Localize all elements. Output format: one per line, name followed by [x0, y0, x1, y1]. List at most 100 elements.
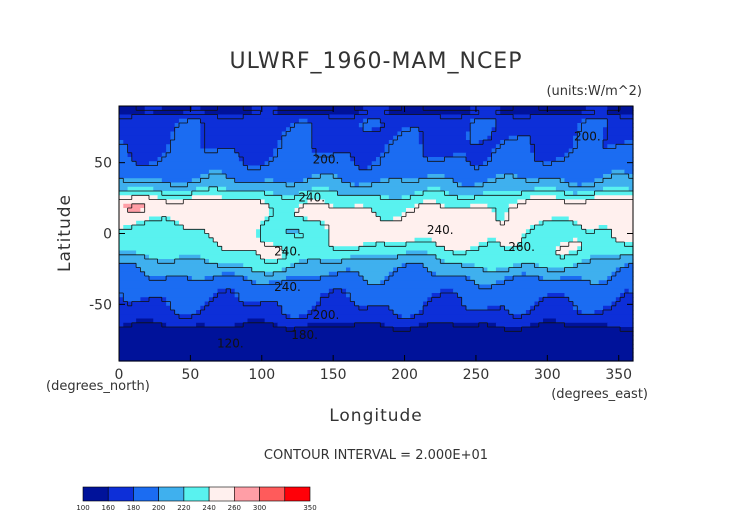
field-cell — [423, 301, 463, 307]
field-cell — [620, 293, 634, 298]
field-cell — [119, 250, 137, 256]
field-cell — [264, 216, 309, 222]
field-cell — [371, 161, 471, 167]
field-cell — [333, 203, 356, 209]
field-cell — [328, 237, 416, 243]
field-cell — [573, 135, 604, 141]
field-cell — [234, 322, 279, 328]
x-tick-label: 300 — [534, 367, 561, 383]
field-cell — [384, 322, 420, 328]
field-cell — [564, 293, 621, 298]
field-cell — [611, 169, 626, 175]
contour-line-200 — [119, 173, 633, 290]
field-cell — [543, 276, 561, 281]
field-cell — [495, 322, 531, 328]
field-cell — [461, 301, 536, 307]
field-cell — [397, 131, 420, 137]
field-cell — [607, 118, 634, 124]
field-cell — [521, 237, 574, 243]
field-cell — [208, 169, 223, 175]
field-cell — [573, 301, 613, 307]
field-cell — [268, 157, 351, 162]
field-cell — [170, 140, 201, 145]
field-cell — [119, 293, 214, 298]
field-cell — [234, 293, 321, 298]
field-cell — [178, 118, 201, 124]
field-cell — [127, 148, 167, 154]
field-cell — [298, 118, 309, 124]
field-cell — [166, 301, 206, 307]
field-cell — [363, 106, 390, 111]
field-cell — [178, 220, 261, 226]
field-cell — [388, 195, 403, 201]
field-cell — [200, 135, 283, 141]
field-cell — [376, 212, 403, 218]
field-cell — [226, 174, 313, 179]
field-cell — [200, 140, 279, 145]
field-cell — [191, 106, 201, 111]
field-cell — [560, 276, 583, 281]
field-cell — [298, 191, 339, 196]
field-cell — [290, 314, 300, 320]
field-cell — [119, 195, 159, 201]
field-cell — [517, 174, 604, 179]
field-cell — [119, 208, 129, 213]
units-note: (units:W/m^2) — [546, 84, 642, 99]
field-cell — [119, 322, 124, 328]
field-cell — [453, 178, 488, 184]
field-cell — [525, 271, 613, 277]
colorbar-swatch — [82, 486, 109, 502]
field-cell — [435, 242, 480, 247]
field-cell — [470, 276, 506, 281]
field-cell — [324, 225, 531, 230]
colorbar-swatch — [183, 486, 210, 502]
field-cell — [581, 310, 596, 315]
field-cell — [577, 237, 617, 243]
field-cell — [328, 233, 523, 239]
field-cell — [277, 301, 317, 307]
field-cell — [517, 199, 634, 205]
field-cell — [268, 280, 369, 286]
field-cell — [470, 123, 497, 128]
field-cell — [119, 263, 137, 269]
field-cell — [140, 297, 167, 303]
field-cell — [273, 191, 300, 196]
field-cell — [350, 157, 377, 162]
field-cell — [470, 110, 501, 116]
field-cell — [277, 106, 364, 111]
field-cell — [119, 314, 291, 320]
field-cell — [405, 250, 428, 256]
field-cell — [260, 237, 330, 243]
contour-interval-note: CONTOUR INTERVAL = 2.000E+01 — [264, 448, 488, 463]
field-cell — [401, 263, 424, 269]
field-cell — [538, 263, 574, 269]
y-unit-note: (degrees_north) — [46, 379, 150, 394]
field-cell — [564, 152, 634, 158]
field-cell — [504, 276, 544, 281]
field-cell — [307, 216, 381, 222]
field-cell — [119, 276, 193, 281]
field-cell — [607, 225, 634, 230]
field-cell — [573, 237, 578, 243]
x-unit-note: (degrees_east) — [551, 387, 648, 402]
field-cell — [474, 280, 497, 286]
field-cell — [500, 106, 587, 111]
colorbar-tick-label: 200 — [152, 504, 165, 512]
field-cell — [487, 157, 536, 162]
field-cell — [470, 140, 480, 145]
field-cell — [628, 186, 634, 192]
field-cell — [324, 220, 540, 226]
field-cell — [119, 174, 201, 179]
field-cell — [577, 127, 604, 133]
field-cell — [119, 284, 634, 290]
field-cell — [170, 305, 201, 311]
field-cell — [495, 123, 578, 128]
field-cell — [577, 131, 604, 137]
field-cell — [234, 271, 330, 277]
field-cell — [119, 229, 206, 235]
field-cell — [119, 246, 223, 252]
field-cell — [611, 301, 634, 307]
field-cell — [200, 305, 283, 311]
field-cell — [119, 280, 257, 286]
field-cell — [461, 297, 540, 303]
